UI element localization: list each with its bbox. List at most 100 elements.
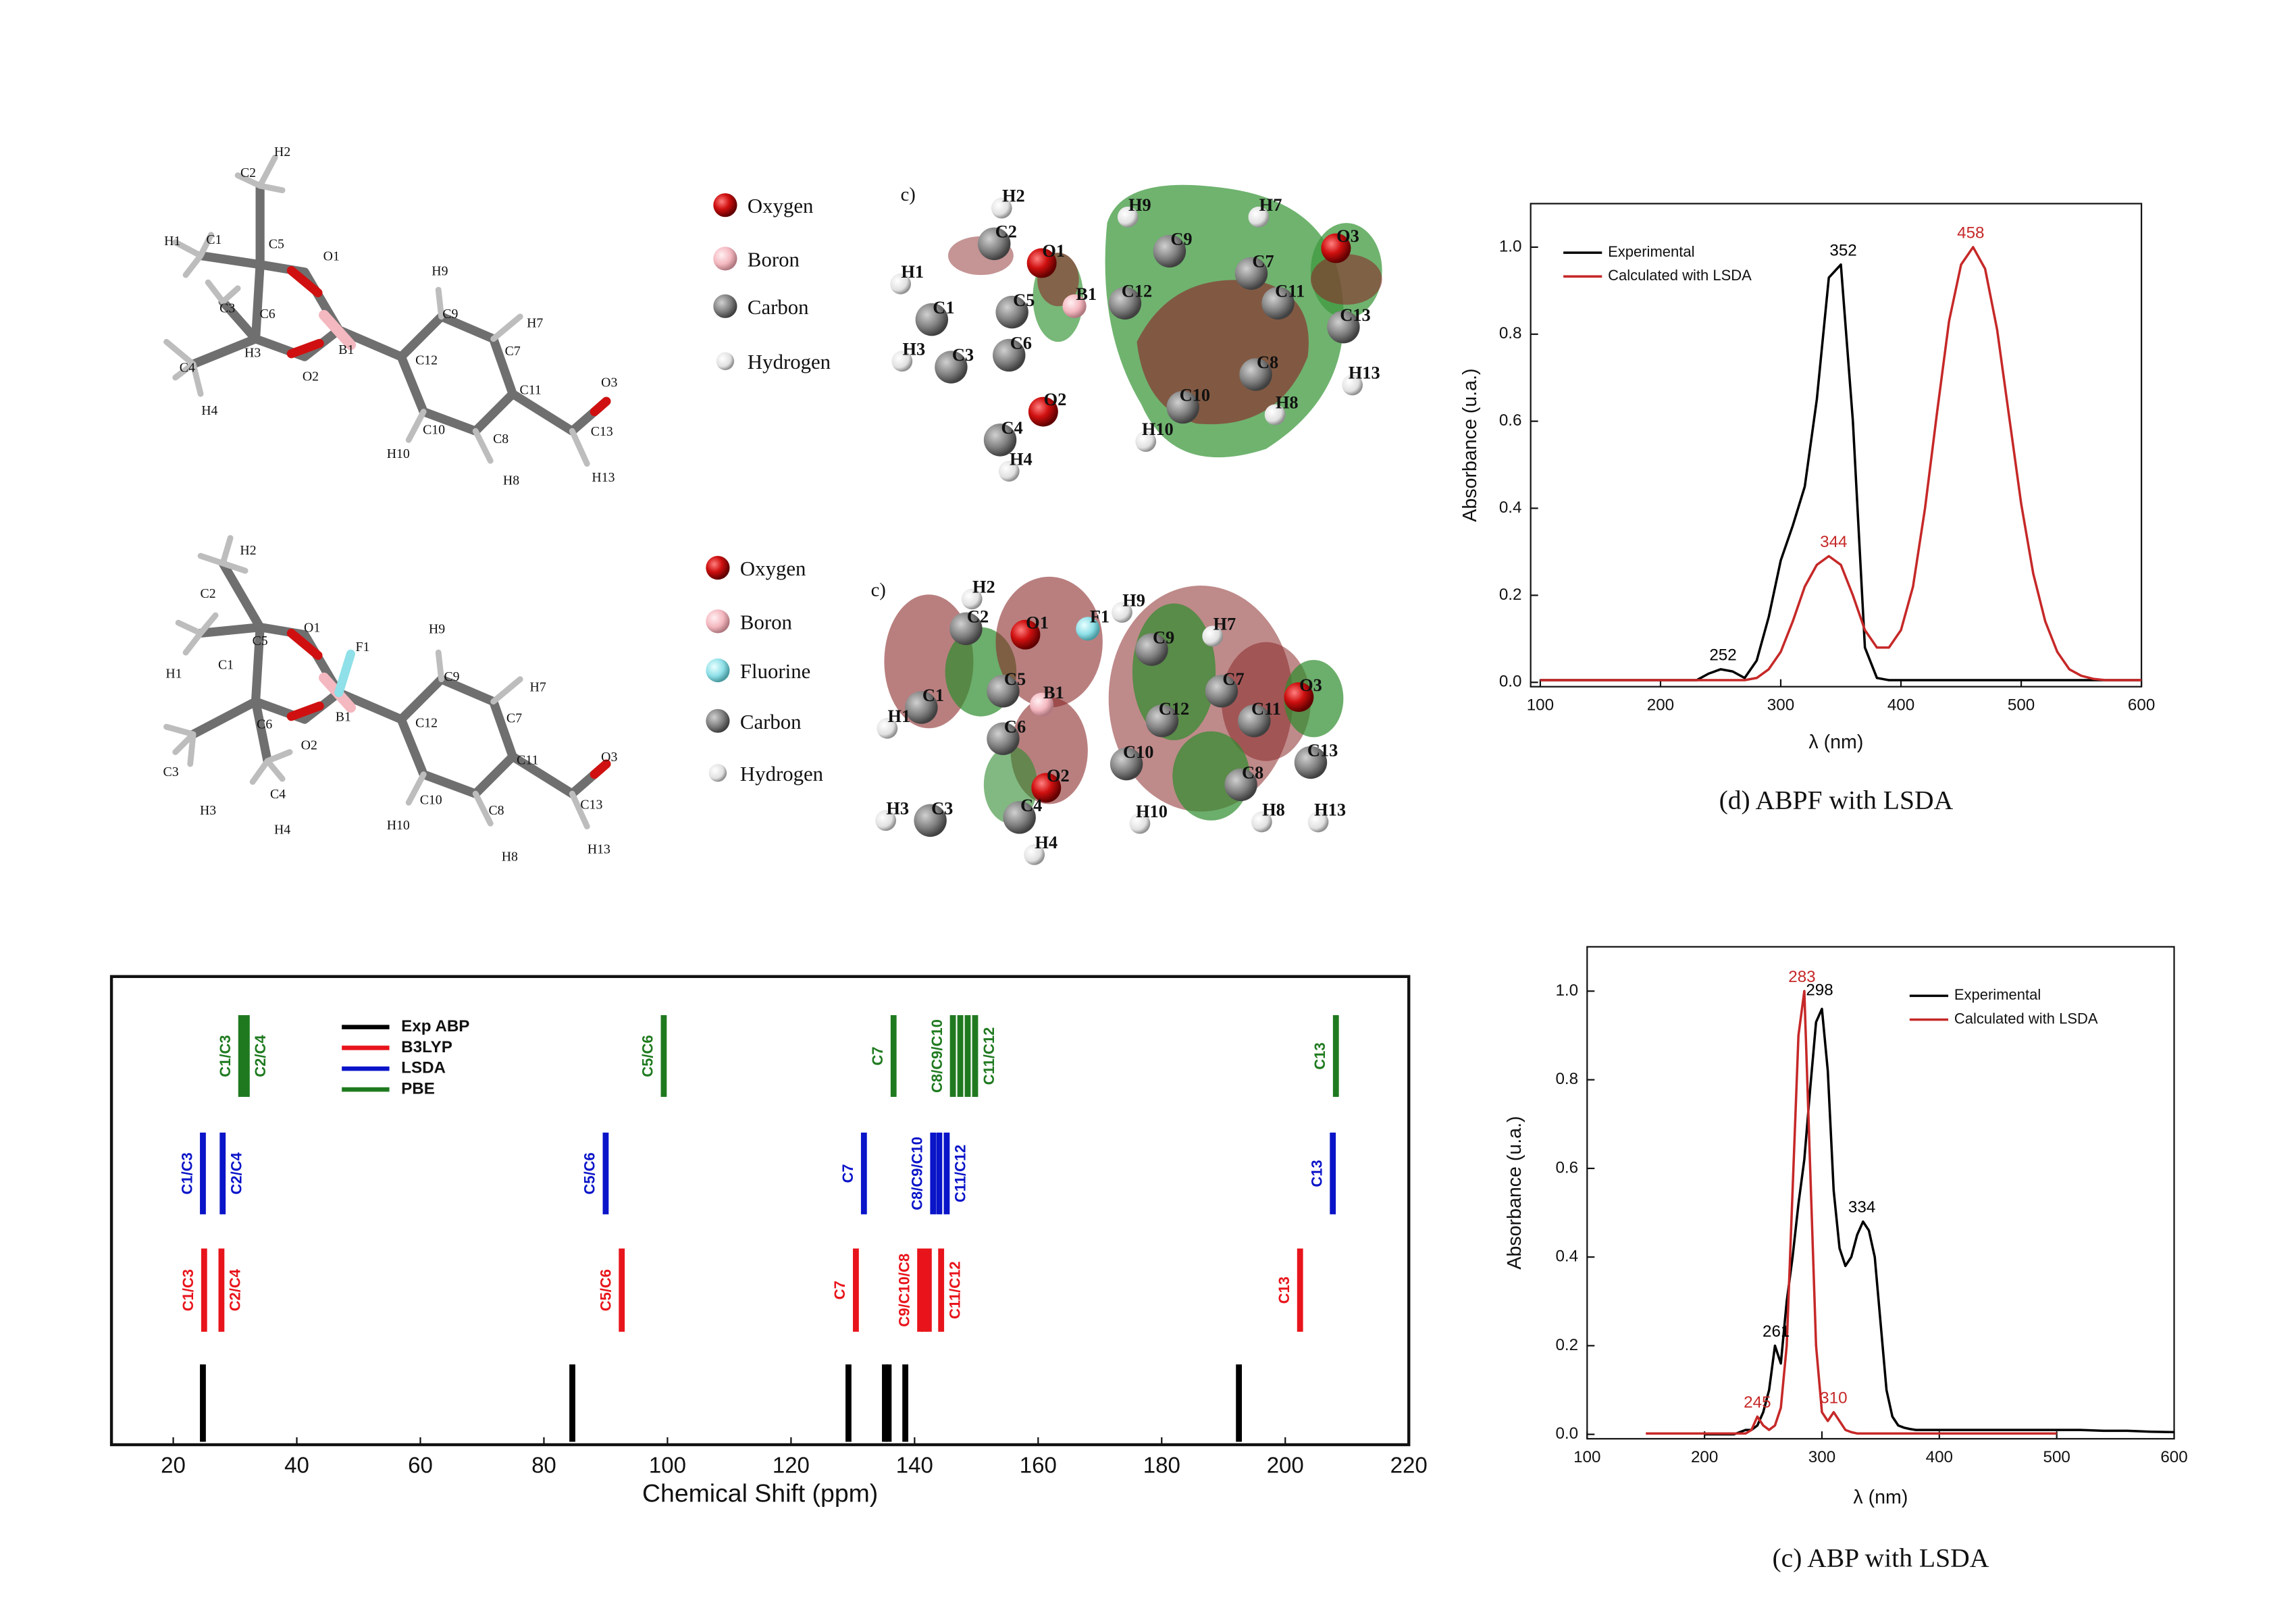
atom-label: C7 [505, 344, 521, 359]
atom-label: C6 [257, 717, 272, 731]
atom-label: C3 [219, 301, 235, 315]
atom-sphere [1327, 310, 1360, 344]
atom-label: C4 [1001, 417, 1023, 438]
stick-label: C13 [1311, 1042, 1328, 1069]
y-tick-label: 0.0 [1499, 673, 1522, 691]
caption: (d) ABPF with LSDA [1719, 785, 1954, 815]
atom-sphere [877, 717, 898, 739]
atom-label: H7 [1213, 614, 1236, 634]
atom-label: C6 [1004, 716, 1026, 736]
atom-label: H2 [274, 145, 290, 159]
peak-label: 261 [1763, 1322, 1790, 1341]
atom-sphere [915, 303, 949, 336]
legend-label: Carbon [748, 296, 809, 319]
atom-label: H4 [201, 403, 217, 418]
atom-label: H3 [886, 798, 909, 818]
x-tick-label: 600 [2160, 1448, 2187, 1466]
atom-sphere [987, 722, 1020, 755]
atom-sphere [1024, 844, 1045, 865]
x-tick-label: 300 [1767, 696, 1794, 715]
atom-label: H7 [1259, 195, 1282, 215]
atom-label: C13 [1340, 305, 1370, 325]
atom-sphere [891, 351, 913, 372]
atom-sphere [1202, 625, 1224, 647]
atom-label: C1 [933, 297, 954, 317]
atom-label: C12 [415, 353, 438, 367]
atom-label: C9 [442, 307, 458, 321]
legend-label: Hydrogen [748, 351, 831, 374]
x-tick-label: 100 [1573, 1448, 1600, 1466]
legend-label: Experimental [1954, 986, 2041, 1003]
stick-label: C5/C6 [598, 1269, 615, 1311]
stick-label: C1/C3 [217, 1035, 234, 1077]
atom-sphere [1110, 747, 1143, 781]
atom-sphere [1248, 206, 1270, 228]
atom-sphere [1321, 233, 1351, 263]
atom-sphere [995, 295, 1028, 329]
stick-label: C11/C12 [947, 1261, 964, 1319]
atom-sphere [1342, 374, 1363, 396]
atom-sphere [961, 588, 983, 610]
atom-label: C8 [493, 432, 508, 446]
atom-label: O2 [303, 369, 319, 384]
y-tick-label: 1.0 [1499, 237, 1522, 255]
x-tick-label: 500 [2008, 696, 2035, 715]
atom-sphere [1238, 704, 1271, 738]
atom-label: F1 [356, 640, 370, 654]
atom-label: C12 [415, 715, 438, 730]
atom-sphere [983, 423, 1017, 457]
x-tick-label: 400 [1926, 1448, 1953, 1466]
atom-label: C13 [1307, 740, 1338, 761]
atom-label: O3 [601, 375, 617, 390]
atom-sphere [1264, 404, 1286, 426]
atom-sphere [1239, 358, 1272, 391]
legend-ball [708, 764, 727, 782]
stick-label: C11/C12 [952, 1145, 969, 1203]
x-tick-label: 100 [649, 1453, 686, 1478]
legend-ball [713, 294, 737, 318]
stick-label: C13 [1276, 1277, 1293, 1304]
atom-label: H3 [200, 803, 216, 818]
atom-sphere [1117, 206, 1139, 228]
peak-label: 458 [1957, 224, 1984, 242]
atom-label: C9 [1153, 627, 1174, 647]
atom-label: H8 [503, 473, 519, 488]
atom-label: H3 [244, 345, 261, 360]
panel-tag: c) [901, 184, 916, 205]
plot-frame [1530, 203, 2143, 688]
atom-label: C9 [444, 669, 459, 684]
atom-sphere [1030, 692, 1054, 717]
atom-label: C5 [1004, 669, 1026, 689]
atom-sphere [1135, 431, 1157, 452]
y-tick-label: 0.6 [1499, 411, 1522, 430]
atom-label: C10 [423, 423, 445, 438]
y-tick-label: 0.8 [1555, 1070, 1578, 1088]
atom-sphere [875, 810, 896, 831]
atom-sphere [1294, 746, 1328, 779]
atom-sphere [1028, 396, 1058, 427]
legend-label: Exp ABP [401, 1017, 469, 1035]
legend-label: B3LYP [401, 1038, 452, 1056]
atom-label: H9 [1122, 590, 1145, 610]
y-tick-label: 0.2 [1499, 586, 1522, 604]
atom-label: H13 [588, 842, 610, 856]
atom-label: C11 [517, 752, 538, 767]
atom-label: H4 [274, 823, 290, 838]
atom-sphere [998, 461, 1020, 482]
x-tick-label: 160 [1020, 1453, 1057, 1478]
x-tick-label: 100 [1527, 696, 1554, 715]
atom-sphere [1129, 813, 1151, 834]
atom-label: C7 [506, 711, 522, 726]
atom-label: H7 [530, 679, 546, 694]
atom-label: H8 [502, 849, 518, 864]
atom-sphere [1031, 773, 1062, 803]
atom-label: H2 [972, 577, 995, 597]
atom-label: H9 [432, 263, 448, 278]
stick-label: C7 [831, 1281, 848, 1300]
panel-tag: c) [871, 580, 886, 600]
x-axis-label: λ (nm) [1853, 1487, 1908, 1508]
atom-sphere [1112, 602, 1132, 623]
atom-label: O3 [1299, 675, 1322, 695]
atom-label: C3 [931, 798, 953, 818]
